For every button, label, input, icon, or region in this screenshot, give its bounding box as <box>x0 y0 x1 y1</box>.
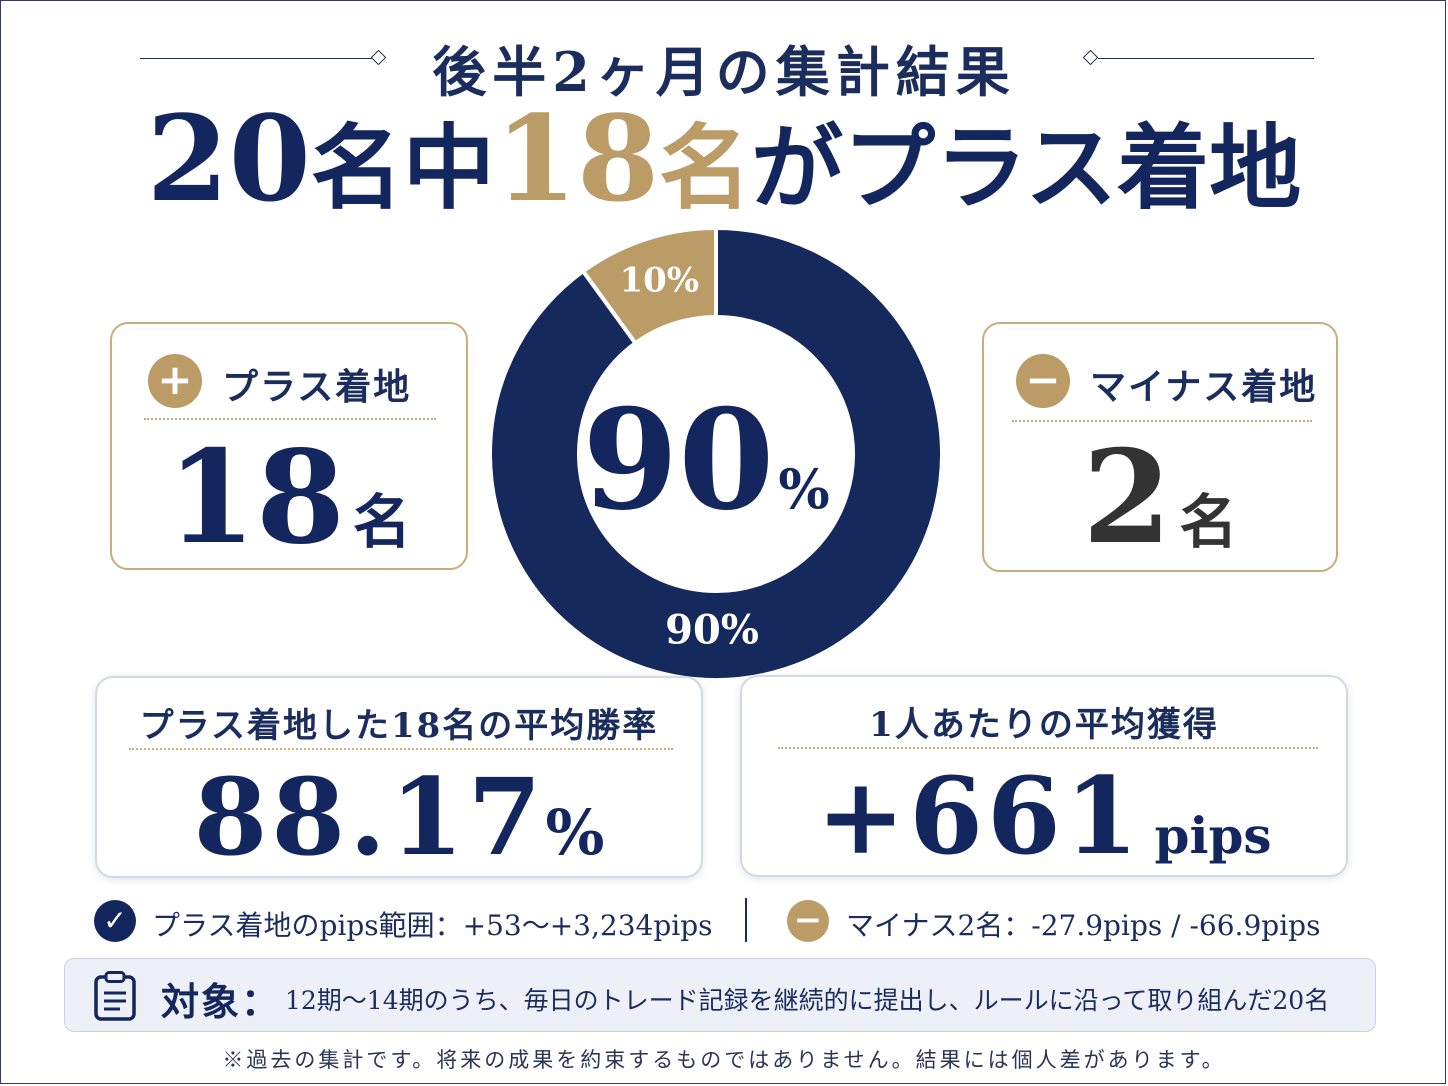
minus-card-divider <box>1012 420 1312 422</box>
headline-plus-count: 18 <box>494 89 660 228</box>
center-unit: % <box>778 457 829 521</box>
plus-count-number: 18 <box>166 423 346 573</box>
headline-suffix: がプラス着地 <box>751 114 1302 222</box>
plus-count-unit: 名 <box>353 488 412 556</box>
plus-card-label: プラス着地 <box>222 366 412 408</box>
clipboard-icon <box>94 971 136 1021</box>
minus-card-label: マイナス着地 <box>1090 366 1318 408</box>
donut-slices <box>488 226 944 682</box>
plus-range-note: プラス着地のpips範囲：+53〜+3,234pips <box>152 909 713 942</box>
target-box: 対象： 12期〜14期のうち、毎日のトレード記録を継続的に提出し、ルールに沿って… <box>64 958 1376 1032</box>
donut-slice-plus <box>488 226 944 682</box>
headline-total: 20 <box>146 89 311 228</box>
page-title: 後半2ヶ月の集計結果 <box>432 40 1016 104</box>
center-value: 90 <box>582 378 774 541</box>
plus-landing-card: + プラス着地 18 名 <box>110 322 468 570</box>
donut-chart: 90% 10% 90% <box>488 226 944 682</box>
donut-slice-minus <box>580 226 718 346</box>
minus-count-unit: 名 <box>1179 488 1238 556</box>
slice-label-plus: 90% <box>665 607 759 654</box>
minus-detail-note: マイナス2名：-27.9pips / -66.9pips <box>846 909 1321 942</box>
pips-number: +661 <box>816 753 1143 878</box>
plus-icon: + <box>148 354 202 408</box>
deco-line-left <box>140 58 372 59</box>
center-percentage: 90% <box>582 378 829 541</box>
minus-icon: − <box>1016 354 1070 408</box>
target-text: 12期〜14期のうち、毎日のトレード記録を継続的に提出し、ルールに沿って取り組ん… <box>285 986 1330 1015</box>
disclaimer: ※過去の集計です。将来の成果を約束するものではありません。結果には個人差がありま… <box>222 1048 1226 1072</box>
header: 後半2ヶ月の集計結果 <box>0 22 1448 104</box>
pips-title: 1人あたりの平均獲得 <box>869 705 1219 745</box>
minus-card-header: − マイナス着地 <box>984 354 1336 408</box>
average-win-rate-card: プラス着地した18名の平均勝率 88.17% <box>95 676 703 878</box>
target-label: 対象： <box>161 979 282 1024</box>
pips-value: +661 pips <box>742 763 1346 869</box>
check-icon: ✓ <box>94 900 136 942</box>
pips-divider <box>778 747 1318 749</box>
win-rate-divider <box>129 748 673 750</box>
notes-row: ✓ プラス着地のpips範囲：+53〜+3,234pips − マイナス2名：-… <box>0 896 1448 946</box>
deco-line-right <box>1098 58 1314 59</box>
plus-count-value: 18 名 <box>112 434 466 562</box>
win-rate-value: 88.17% <box>97 764 701 870</box>
headline: 20名中18名がプラス着地 <box>0 100 1448 218</box>
win-rate-number: 88.17 <box>193 754 546 879</box>
pips-unit: pips <box>1154 806 1272 865</box>
headline-unit1: 名中 <box>310 114 495 222</box>
average-pips-card: 1人あたりの平均獲得 +661 pips <box>740 675 1348 877</box>
notes-divider <box>745 898 747 942</box>
win-rate-title: プラス着地した18名の平均勝率 <box>139 706 659 746</box>
win-rate-unit: % <box>545 796 605 869</box>
headline-unit2: 名 <box>659 114 752 222</box>
slice-label-minus: 10% <box>619 260 699 300</box>
plus-card-header: + プラス着地 <box>112 354 466 408</box>
minus-circle-icon: − <box>787 900 829 942</box>
minus-count-number: 2 <box>1082 423 1172 573</box>
plus-card-divider <box>144 418 436 420</box>
